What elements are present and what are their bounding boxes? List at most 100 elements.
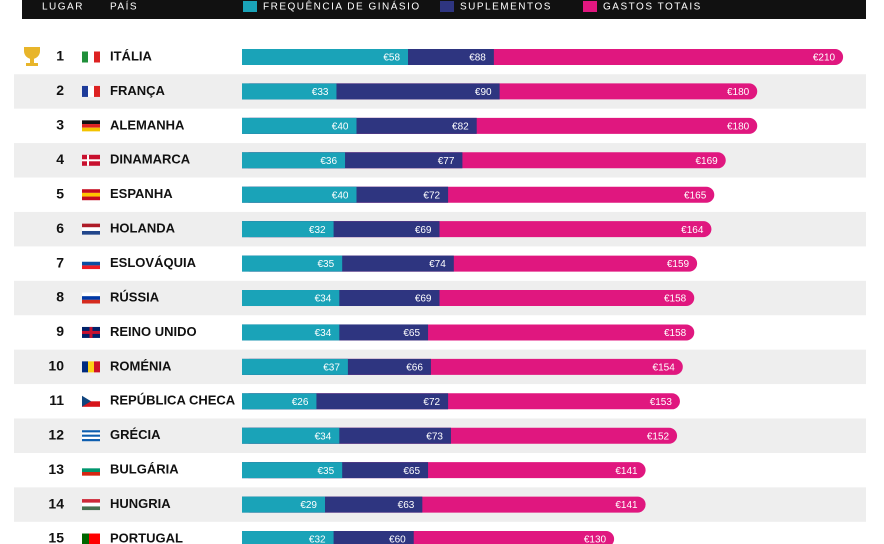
value-label: €82 xyxy=(452,122,469,133)
value-label: €36 xyxy=(320,156,337,167)
value-label: €130 xyxy=(584,535,607,544)
flag xyxy=(82,464,100,469)
flag xyxy=(82,361,88,373)
country-label: RÚSSIA xyxy=(110,289,160,304)
country-label: REINO UNIDO xyxy=(110,324,197,339)
country-label: ESPANHA xyxy=(110,186,173,201)
bar xyxy=(242,358,348,375)
rank: 12 xyxy=(48,426,64,442)
bar xyxy=(242,290,340,307)
legend-swatch xyxy=(440,1,454,12)
bar xyxy=(242,49,409,65)
flag xyxy=(82,296,100,300)
flag xyxy=(82,502,100,507)
rank: 13 xyxy=(48,461,64,477)
flag xyxy=(82,292,100,297)
flag xyxy=(88,85,94,97)
value-label: €158 xyxy=(664,328,687,339)
flag xyxy=(82,506,100,511)
flag xyxy=(82,120,100,125)
value-label: €40 xyxy=(332,122,349,133)
legend-label: GASTOS TOTAIS xyxy=(603,2,702,13)
flag xyxy=(82,196,100,201)
value-label: €77 xyxy=(438,156,455,167)
bar xyxy=(242,531,334,544)
flag xyxy=(82,395,100,402)
value-label: €141 xyxy=(615,466,638,477)
rank: 6 xyxy=(56,220,64,236)
country-label: ITÁLIA xyxy=(110,48,152,63)
rank: 1 xyxy=(56,48,64,64)
value-label: €152 xyxy=(647,431,670,442)
bar xyxy=(242,427,340,444)
value-label: €159 xyxy=(667,259,690,270)
value-label: €165 xyxy=(684,190,707,201)
value-label: €210 xyxy=(813,53,836,64)
bar xyxy=(242,324,340,341)
value-label: €90 xyxy=(475,87,492,98)
country-label: BULGÁRIA xyxy=(110,462,179,477)
legend-swatch xyxy=(243,1,257,12)
value-label: €40 xyxy=(332,190,349,201)
flag xyxy=(82,434,100,437)
country-label: HUNGRIA xyxy=(110,496,171,511)
flag xyxy=(82,127,100,132)
country-label: ESLOVÁQUIA xyxy=(110,255,197,270)
value-label: €72 xyxy=(423,397,440,408)
rank: 2 xyxy=(56,82,64,98)
value-label: €58 xyxy=(383,53,400,64)
bar xyxy=(242,496,326,513)
country-label: DINAMARCA xyxy=(110,152,191,167)
value-label: €180 xyxy=(727,122,750,133)
value-label: €60 xyxy=(389,535,406,544)
rank: 4 xyxy=(56,151,64,167)
flag xyxy=(82,51,88,63)
value-label: €34 xyxy=(315,328,332,339)
legend-label: FREQUÊNCIA DE GINÁSIO xyxy=(263,0,421,13)
flag xyxy=(82,533,89,544)
value-label: €32 xyxy=(309,225,326,236)
bar xyxy=(242,221,334,238)
rank: 9 xyxy=(56,323,64,339)
country-label: ROMÉNIA xyxy=(110,358,172,373)
country-label: PORTUGAL xyxy=(110,530,183,544)
country-label: HOLANDA xyxy=(110,221,176,236)
flag xyxy=(82,223,100,228)
value-label: €32 xyxy=(309,535,326,544)
bar xyxy=(242,255,343,272)
flag xyxy=(88,361,94,373)
flag xyxy=(82,471,100,476)
rank: 15 xyxy=(48,530,64,544)
value-label: €158 xyxy=(664,294,687,305)
rank: 3 xyxy=(56,117,64,133)
flag xyxy=(94,51,100,63)
flag xyxy=(82,499,100,503)
trophy xyxy=(24,47,40,66)
rank: 14 xyxy=(48,495,64,511)
value-label: €65 xyxy=(403,328,420,339)
rank: 11 xyxy=(49,392,64,408)
value-label: €180 xyxy=(727,87,750,98)
bar xyxy=(242,152,346,169)
flag xyxy=(82,468,100,472)
value-label: €34 xyxy=(315,431,332,442)
value-label: €35 xyxy=(317,466,334,477)
flag xyxy=(82,85,88,97)
value-label: €33 xyxy=(312,87,329,98)
value-label: €37 xyxy=(323,363,340,374)
value-label: €72 xyxy=(423,190,440,201)
flag xyxy=(89,533,100,544)
value-label: €154 xyxy=(653,363,676,374)
column-header: LUGAR xyxy=(42,2,84,13)
flag xyxy=(82,192,100,197)
value-label: €153 xyxy=(650,397,673,408)
flag xyxy=(82,432,100,435)
value-label: €26 xyxy=(292,397,309,408)
flag xyxy=(82,265,100,270)
rank: 10 xyxy=(48,358,64,374)
rank: 7 xyxy=(56,254,64,270)
value-label: €73 xyxy=(426,431,443,442)
bar xyxy=(242,393,317,410)
flag xyxy=(82,258,100,262)
